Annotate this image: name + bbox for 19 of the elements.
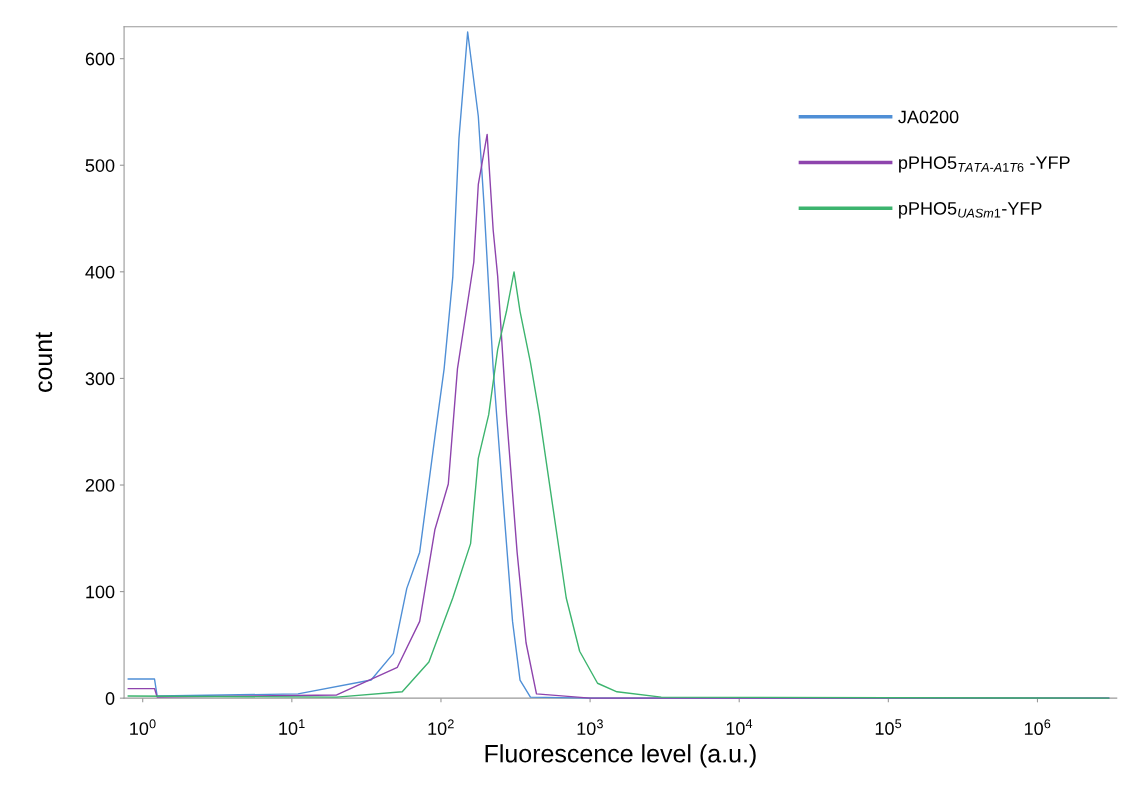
y-tick-label: 400 [85,265,115,279]
legend-label: JA0200 [898,110,959,124]
y-tick-label: 100 [86,585,115,599]
x-tick-label: 10$^{4}$ [726,719,753,735]
x-tick-label: 10$^{6}$ [1024,719,1051,736]
x-axis-title: Fluorescence level (a.u.) [485,744,756,768]
y-tick-label: 200 [85,478,115,492]
x-tick-label: 10$^{1}$ [279,719,305,735]
x-tick-label: 10$^{5}$ [875,719,902,735]
y-tick-label: 600 [85,52,115,66]
x-tick-label: 10$^{0}$ [130,719,156,736]
x-tick-label: 10$^{3}$ [577,719,603,736]
y-axis-title: count [35,332,53,392]
legend-label: pPHO5$_{TATA-A1T6}$ -YFP [899,156,1070,173]
y-tick-label: 300 [85,372,115,386]
y-tick-label: 0 [105,692,115,705]
legend-label: pPHO5$_{UASm1}$-YFP [899,202,1042,219]
x-tick-label: 10$^{2}$ [428,719,454,736]
y-tick-label: 500 [85,159,115,172]
